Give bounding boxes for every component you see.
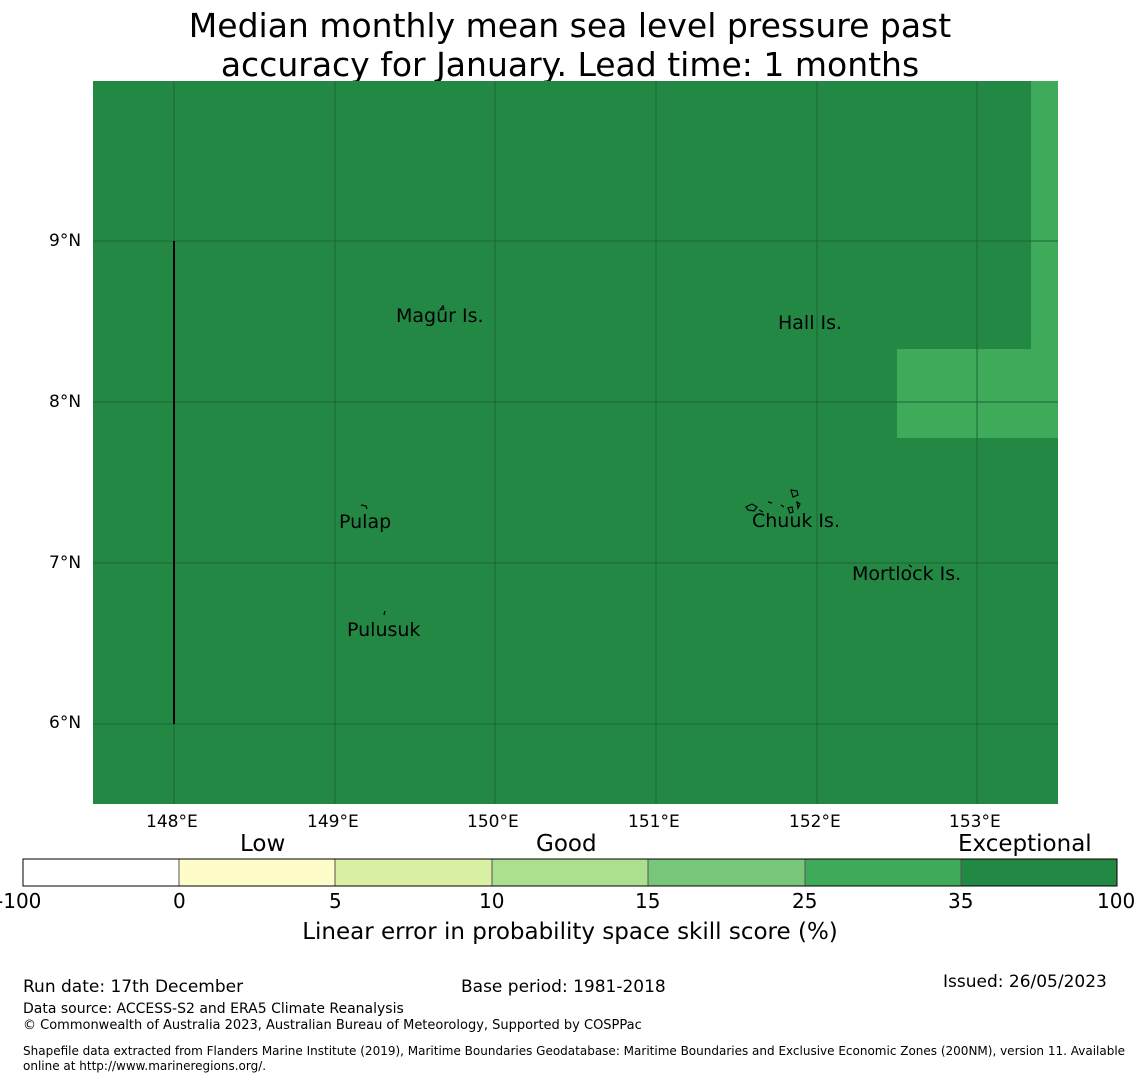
colorbar-tick-5: 5 xyxy=(329,889,342,913)
data-source: Data source: ACCESS-S2 and ERA5 Climate … xyxy=(23,1001,404,1017)
colorbar-tick-35: 35 xyxy=(948,889,974,913)
lon-label-152e: 152°E xyxy=(789,812,841,832)
island-label-pulap: Pulap xyxy=(339,511,392,533)
colorbar-category-low: Low xyxy=(240,831,286,857)
chuuk-outline xyxy=(745,489,801,514)
copyright: © Commonwealth of Australia 2023, Austra… xyxy=(23,1018,642,1033)
colorbar-tick-0: 0 xyxy=(173,889,186,913)
island-outlines xyxy=(360,304,913,616)
map-background xyxy=(93,81,1058,804)
colorbar xyxy=(22,858,1118,887)
shapefile-credit-line-2: online at http://www.marineregions.org/. xyxy=(23,1059,267,1073)
lon-label-150e: 150°E xyxy=(467,812,519,832)
colorbar-bin-neg100-0 xyxy=(22,858,180,887)
chart-title: Median monthly mean sea level pressure p… xyxy=(0,6,1140,84)
colorbar-tick-neg100: -100 xyxy=(0,889,42,913)
colorbar-bin-35-100 xyxy=(960,858,1118,887)
island-label-hall: Hall Is. xyxy=(778,312,843,334)
colorbar-frame xyxy=(22,858,1118,887)
magur-outline xyxy=(438,304,445,311)
colorbar-bin-25-35 xyxy=(804,858,962,887)
lat-label-7n: 7°N xyxy=(49,553,82,573)
colorbar-bin-5-10 xyxy=(334,858,493,887)
colorbar-bin-10-15 xyxy=(491,858,649,887)
title-line-1: Median monthly mean sea level pressure p… xyxy=(188,6,952,45)
run-date: Run date: 17th December xyxy=(23,977,244,997)
lat-label-6n: 6°N xyxy=(49,713,82,733)
colorbar-bin-0-5 xyxy=(178,858,336,887)
lon-label-149e: 149°E xyxy=(307,812,359,832)
colorbar-tick-15: 15 xyxy=(635,889,661,913)
colorbar-tick-10: 10 xyxy=(479,889,505,913)
island-label-magur: Magur Is. xyxy=(396,305,484,327)
title-line-2: accuracy for January. Lead time: 1 month… xyxy=(220,45,920,84)
lon-label-153e: 153°E xyxy=(949,812,1001,832)
lon-label-151e: 151°E xyxy=(628,812,680,832)
lat-label-8n: 8°N xyxy=(49,392,82,412)
colorbar-bin-15-25 xyxy=(647,858,806,887)
colorbar-title: Linear error in probability space skill … xyxy=(302,919,838,945)
graticule xyxy=(93,81,1058,804)
colorbar-category-exceptional: Exceptional xyxy=(958,831,1092,857)
mortlock-outline xyxy=(908,564,913,568)
lon-label-148e: 148°E xyxy=(146,812,198,832)
island-label-pulusuk: Pulusuk xyxy=(347,619,421,641)
shapefile-credit-line-1: Shapefile data extracted from Flanders M… xyxy=(23,1044,1126,1058)
issued-date: Issued: 26/05/2023 xyxy=(943,972,1107,992)
pulusuk-outline xyxy=(383,610,386,616)
colorbar-tick-25: 25 xyxy=(792,889,818,913)
colorbar-tick-100: 100 xyxy=(1097,889,1136,913)
lat-label-9n: 9°N xyxy=(49,231,82,251)
island-label-mortlock: Mortlock Is. xyxy=(852,563,962,585)
colorbar-category-good: Good xyxy=(536,831,597,857)
base-period: Base period: 1981-2018 xyxy=(461,977,666,997)
highlight-cell-east-strip xyxy=(1031,81,1058,349)
pulap-outline xyxy=(360,504,368,510)
island-label-chuuk: Chuuk Is. xyxy=(752,510,840,532)
